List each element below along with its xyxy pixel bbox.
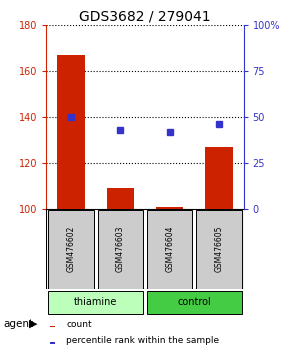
Title: GDS3682 / 279041: GDS3682 / 279041 — [79, 10, 211, 24]
Text: percentile rank within the sample: percentile rank within the sample — [66, 336, 219, 345]
Text: GSM476604: GSM476604 — [165, 226, 174, 272]
FancyBboxPatch shape — [48, 291, 143, 314]
FancyBboxPatch shape — [147, 291, 242, 314]
Text: count: count — [66, 320, 92, 329]
Bar — [57, 55, 85, 209]
FancyBboxPatch shape — [98, 210, 143, 289]
FancyBboxPatch shape — [50, 342, 55, 344]
Text: GSM476602: GSM476602 — [66, 226, 76, 272]
FancyBboxPatch shape — [48, 210, 94, 289]
FancyBboxPatch shape — [196, 210, 242, 289]
FancyBboxPatch shape — [46, 209, 244, 289]
Text: control: control — [177, 297, 211, 307]
Text: thiamine: thiamine — [74, 297, 117, 307]
Text: agent: agent — [3, 319, 33, 329]
Bar — [156, 206, 183, 209]
Text: ▶: ▶ — [29, 319, 37, 329]
Bar — [205, 147, 233, 209]
FancyBboxPatch shape — [147, 210, 192, 289]
FancyBboxPatch shape — [50, 326, 55, 327]
Text: GSM476605: GSM476605 — [214, 226, 224, 272]
Text: GSM476603: GSM476603 — [116, 226, 125, 272]
Bar — [107, 188, 134, 209]
